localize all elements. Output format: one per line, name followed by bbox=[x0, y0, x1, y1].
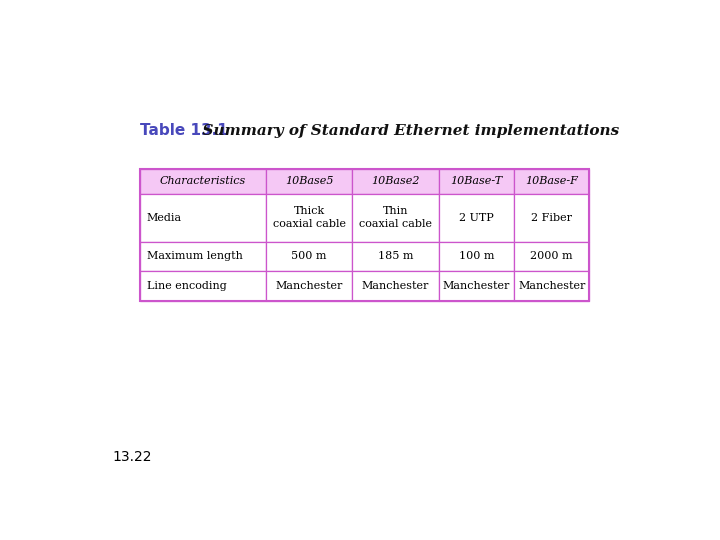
Text: Manchester: Manchester bbox=[443, 281, 510, 292]
Text: 100 m: 100 m bbox=[459, 252, 494, 261]
Text: Summary of Standard Ethernet implementations: Summary of Standard Ethernet implementat… bbox=[192, 124, 619, 138]
Bar bbox=[514, 272, 590, 301]
Text: Characteristics: Characteristics bbox=[160, 176, 246, 186]
Bar bbox=[140, 168, 266, 194]
Bar bbox=[266, 272, 352, 301]
Text: 2 UTP: 2 UTP bbox=[459, 213, 494, 222]
Text: Manchester: Manchester bbox=[362, 281, 429, 292]
Text: 10Base-F: 10Base-F bbox=[526, 176, 578, 186]
Bar bbox=[140, 194, 266, 241]
Text: Line encoding: Line encoding bbox=[147, 281, 227, 292]
Text: 10Base2: 10Base2 bbox=[372, 176, 420, 186]
Text: 10Base5: 10Base5 bbox=[285, 176, 333, 186]
Bar bbox=[352, 272, 438, 301]
Bar bbox=[438, 272, 514, 301]
Text: 10Base-T: 10Base-T bbox=[450, 176, 503, 186]
Text: 13.22: 13.22 bbox=[112, 450, 152, 464]
Text: Thick
coaxial cable: Thick coaxial cable bbox=[272, 206, 346, 229]
Text: Thin
coaxial cable: Thin coaxial cable bbox=[359, 206, 432, 229]
Bar bbox=[514, 194, 590, 241]
Bar bbox=[514, 241, 590, 272]
Bar bbox=[514, 168, 590, 194]
Bar bbox=[438, 168, 514, 194]
Bar bbox=[266, 168, 352, 194]
Text: 2 Fiber: 2 Fiber bbox=[531, 213, 572, 222]
Bar bbox=[438, 194, 514, 241]
Bar bbox=[352, 194, 438, 241]
Bar bbox=[266, 241, 352, 272]
Text: Manchester: Manchester bbox=[275, 281, 343, 292]
Text: 2000 m: 2000 m bbox=[531, 252, 573, 261]
Bar bbox=[352, 241, 438, 272]
Bar bbox=[140, 272, 266, 301]
Bar bbox=[438, 241, 514, 272]
Text: Manchester: Manchester bbox=[518, 281, 585, 292]
Bar bbox=[140, 168, 590, 301]
Text: Media: Media bbox=[147, 213, 182, 222]
Bar bbox=[352, 168, 438, 194]
Text: 500 m: 500 m bbox=[292, 252, 327, 261]
Text: Table 13.1: Table 13.1 bbox=[140, 123, 228, 138]
Bar bbox=[266, 194, 352, 241]
Bar bbox=[140, 241, 266, 272]
Text: 185 m: 185 m bbox=[378, 252, 413, 261]
Text: Maximum length: Maximum length bbox=[147, 252, 243, 261]
